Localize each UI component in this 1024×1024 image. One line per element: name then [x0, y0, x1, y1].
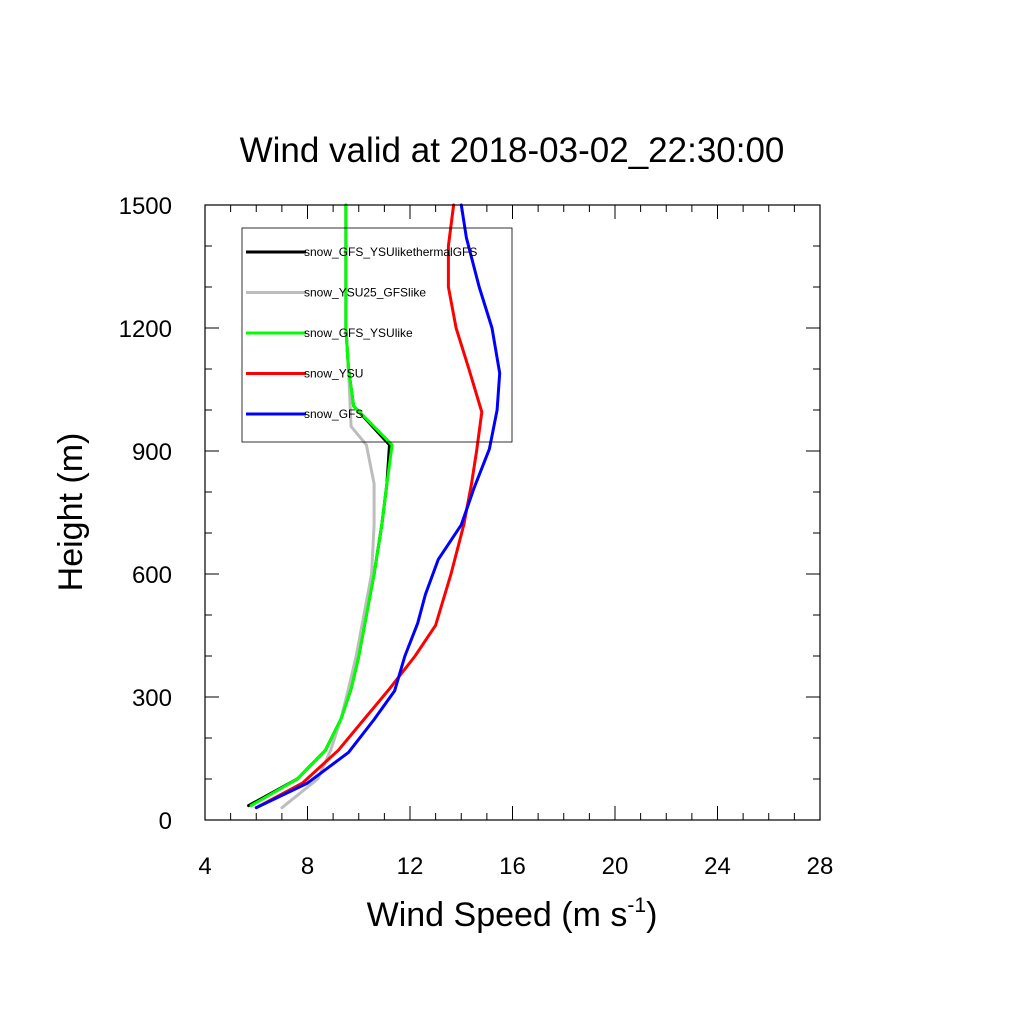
y-tick-label: 900 — [132, 439, 172, 466]
x-axis-title-main: Wind Speed (m s — [367, 896, 628, 934]
x-tick-label: 8 — [301, 853, 314, 880]
x-tick-label: 16 — [499, 853, 526, 880]
y-tick-label: 300 — [132, 685, 172, 712]
legend: snow_GFS_YSUlikethermalGFS snow_YSU25_GFS… — [241, 227, 513, 443]
x-axis-title: Wind Speed (m s-1) — [367, 894, 658, 934]
y-axis-title: Height (m) — [52, 433, 90, 592]
x-tick-label: 4 — [198, 853, 211, 880]
x-axis-title-superscript: -1 — [627, 894, 646, 917]
series-line-snow_YSU — [254, 203, 484, 810]
legend-label: snow_GFS_YSUlike — [304, 326, 413, 340]
legend-label: snow_YSU — [304, 367, 363, 381]
plot-frame — [204, 204, 821, 821]
legend-label: snow_GFS — [304, 407, 363, 421]
legend-label: snow_GFS_YSUlikethermalGFS — [304, 245, 477, 259]
x-tick-label: 28 — [807, 853, 834, 880]
series-line-snow_GFS_YSUlike — [249, 203, 394, 808]
series-layer — [247, 203, 502, 810]
y-tick-label: 1500 — [119, 193, 172, 220]
legend-label: snow_YSU25_GFSlike — [304, 286, 426, 300]
x-tick-label: 20 — [602, 853, 629, 880]
x-tick-label: 24 — [704, 853, 731, 880]
x-axis-title-close: ) — [646, 896, 657, 934]
x-tick-label: 12 — [397, 853, 424, 880]
legend-box — [241, 227, 513, 443]
series-line-snow_GFS — [254, 203, 502, 810]
ticks-layer: 4 8 12 16 20 24 28 0 300 600 900 1200 1500 — [119, 193, 834, 880]
y-tick-label: 0 — [159, 808, 172, 835]
y-tick-label: 600 — [132, 562, 172, 589]
chart-title: Wind valid at 2018-03-02_22:30:00 — [240, 131, 785, 170]
y-tick-label: 1200 — [119, 316, 172, 343]
